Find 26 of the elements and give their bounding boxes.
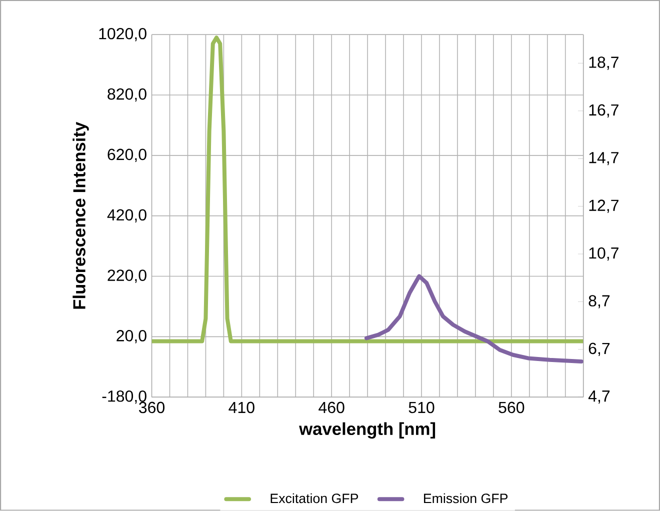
line-series <box>152 36 584 344</box>
x-axis-title: wavelength [nm] <box>299 422 436 439</box>
y-tick-label: 420,0 <box>107 209 146 223</box>
y-axis-title: Fluorescence Intensity <box>72 122 89 309</box>
y2-tick-label: 16,7 <box>589 104 618 118</box>
y2-tick-label: 18,7 <box>589 56 618 70</box>
legend-label: Excitation GFP <box>270 493 358 504</box>
y2-tick-label: 14,7 <box>589 152 618 166</box>
x-tick-label: 360 <box>138 402 164 414</box>
y2-tick-label: 10,7 <box>589 247 618 261</box>
y-tick-label: -180,0 <box>102 390 146 404</box>
x-tick-label: 510 <box>408 402 434 414</box>
y2-tick-label: 12,7 <box>589 200 618 214</box>
y-tick-label: 620,0 <box>108 148 146 162</box>
legend-label: Emission GFP <box>424 493 508 504</box>
y2-tick-label: 4,7 <box>588 390 610 404</box>
y2-tick-label: 8,7 <box>588 295 610 308</box>
y-tick-label: 220,0 <box>108 270 146 283</box>
y-tick-label: 820,0 <box>108 88 146 102</box>
x-tick-label: 560 <box>498 402 524 414</box>
y2-tick-label: 6,7 <box>588 342 610 356</box>
y-tick-label: 1020,0 <box>99 28 146 42</box>
y-tick-label: 20,0 <box>116 330 146 344</box>
x-tick-label: 410 <box>228 402 254 414</box>
line-series <box>364 274 584 364</box>
x-tick-label: 460 <box>318 402 344 414</box>
